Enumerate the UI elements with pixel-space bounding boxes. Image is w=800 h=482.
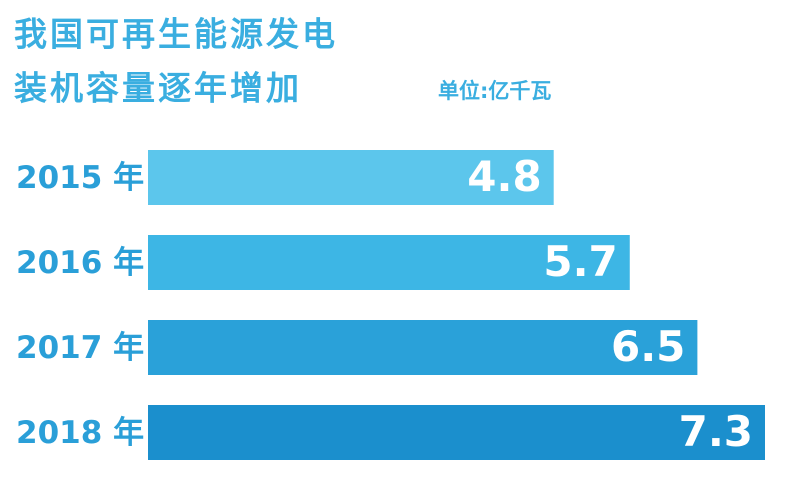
category-label: 2018 年	[16, 415, 144, 451]
bar	[148, 150, 554, 205]
unit-label: 单位:亿千瓦	[438, 79, 551, 103]
category-label: 2016 年	[16, 245, 144, 281]
value-label: 4.8	[467, 152, 541, 201]
value-label: 6.5	[611, 322, 685, 371]
category-label: 2015 年	[16, 160, 144, 196]
category-label: 2017 年	[16, 330, 144, 366]
bar	[148, 320, 698, 375]
bar	[148, 235, 630, 290]
chart-title: 我国可再生能源发电	[14, 15, 338, 54]
chart-subtitle: 装机容量逐年增加	[14, 69, 302, 108]
value-label: 7.3	[679, 407, 753, 456]
value-label: 5.7	[543, 237, 617, 286]
bar	[148, 405, 765, 460]
